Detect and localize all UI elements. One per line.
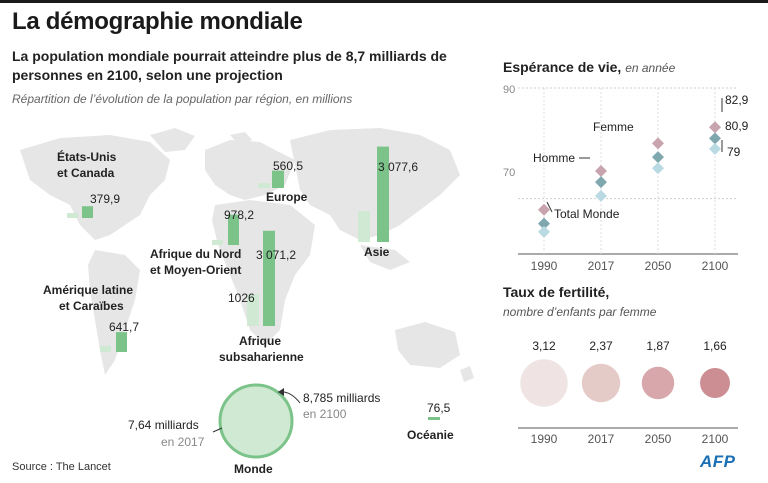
life-point-1-3 [709, 132, 721, 145]
map-note: Répartition de l’évolution de la populat… [12, 92, 353, 106]
life-ytick-70: 70 [503, 167, 515, 179]
life-end-homme: 80,9 [725, 119, 749, 133]
afp-logo: AFP [700, 452, 736, 471]
bar-2100-3 [228, 214, 239, 245]
region-value-asia: 3 077,6 [378, 160, 418, 174]
world-name: Monde [234, 462, 273, 476]
world-2100-label: 8,785 milliards [303, 391, 380, 405]
page-subtitle: La population mondiale pourrait atteindr… [12, 48, 447, 83]
region-bars [67, 146, 440, 420]
source-note: Source : The Lancet [12, 461, 111, 473]
bar-2017-4 [247, 294, 259, 326]
life-xtick-1: 2017 [588, 259, 615, 273]
region-name-la-1: Amérique latine [43, 283, 133, 297]
bar-2017-3 [212, 240, 223, 245]
fertility-year-1: 2017 [588, 432, 615, 446]
fertility-value-3: 1,66 [703, 339, 727, 353]
region-name-na-2: et Canada [57, 166, 115, 180]
bar-2017-2 [258, 183, 270, 188]
life-point-2-0 [538, 225, 550, 238]
fertility-value-1: 2,37 [589, 339, 613, 353]
fertility-chart: 3,12 1990 2,37 2017 1,87 2050 1,66 2100 [518, 339, 738, 446]
life-end-total: 79 [727, 145, 741, 159]
fertility-bubble-1 [581, 363, 621, 403]
life-title-wrap: Espérance de vie, en année [503, 59, 675, 75]
life-subtitle: en année [625, 61, 676, 75]
life-point-0-1 [595, 165, 607, 177]
region-labels: États-Unis et Canada 379,9 Amérique latine e… [43, 149, 454, 476]
life-point-2-3 [709, 142, 721, 155]
region-name-na-1: États-Unis [57, 149, 117, 164]
bar-2017-5 [358, 211, 370, 242]
region-value-mena: 978,2 [224, 208, 254, 222]
fertility-year-0: 1990 [531, 432, 558, 446]
life-point-0-3 [709, 121, 721, 134]
region-name-mena-2: et Moyen-Orient [150, 263, 241, 277]
life-point-0-2 [652, 137, 664, 150]
world-map [20, 128, 474, 382]
region-value-ssa-2100: 3 071,2 [256, 248, 296, 262]
bar-2017-1 [100, 345, 111, 352]
life-point-1-2 [652, 151, 664, 164]
world-callout-2017 [212, 427, 223, 433]
life-label-total: Total Monde [554, 207, 620, 221]
life-point-0-0 [538, 203, 550, 216]
world-2017-year: en 2017 [161, 435, 205, 449]
life-point-1-1 [595, 176, 607, 189]
life-end-femme: 82,9 [725, 93, 749, 107]
region-name-eu: Europe [266, 190, 308, 204]
fertility-year-3: 2100 [702, 432, 729, 446]
fertility-subtitle: nombre d’enfants par femme [503, 305, 657, 319]
region-value-eu: 560,5 [273, 159, 303, 173]
fertility-title: Taux de fertilité, [503, 284, 610, 300]
life-point-1-0 [538, 217, 550, 230]
fertility-bubble-3 [700, 368, 730, 398]
world-circles [212, 383, 301, 459]
fertility-value-0: 3,12 [532, 339, 556, 353]
region-name-ssa-1: Afrique [239, 334, 281, 348]
region-name-asia: Asie [364, 245, 390, 259]
life-xtick-0: 1990 [531, 259, 558, 273]
region-value-ssa-2017: 1026 [228, 291, 255, 305]
life-label-femme: Femme [593, 120, 634, 134]
bar-2017-0 [67, 213, 78, 218]
life-xtick-2: 2050 [645, 259, 672, 273]
region-name-la-2: et Caraïbes [59, 299, 124, 313]
bar-2100-4 [263, 230, 275, 326]
region-value-oceania: 76,5 [427, 401, 451, 415]
fertility-year-2: 2050 [645, 432, 672, 446]
fertility-bubble-0 [520, 359, 568, 407]
page-title: La démographie mondiale [12, 8, 303, 35]
bar-2100-5 [377, 146, 389, 242]
life-xtick-3: 2100 [702, 259, 729, 273]
region-value-la: 641,7 [109, 320, 139, 334]
region-name-oceania: Océanie [407, 428, 454, 442]
top-rule [0, 0, 768, 3]
region-value-na: 379,9 [90, 192, 120, 206]
life-expectancy-chart: 90 70 1990 2017 2050 2100 Femme Homme Total Mond… [503, 84, 749, 273]
region-name-mena-1: Afrique du Nord [150, 247, 241, 261]
life-point-2-1 [595, 189, 607, 202]
world-circle-2100 [218, 383, 294, 459]
life-label-homme: Homme [533, 151, 575, 165]
fertility-value-2: 1,87 [646, 339, 670, 353]
bar-2100-1 [116, 332, 127, 352]
world-2017-label: 7,64 milliards [128, 418, 199, 432]
life-ytick-90: 90 [503, 84, 515, 96]
life-leader-total [546, 201, 553, 213]
life-title: Espérance de vie, [503, 59, 622, 75]
region-name-ssa-2: subsaharienne [219, 350, 304, 364]
callout-arrow [278, 388, 284, 396]
fertility-bubble-2 [641, 366, 675, 400]
world-2100-year: en 2100 [303, 407, 347, 421]
life-point-2-2 [652, 162, 664, 175]
bar-2100-oceania [428, 417, 440, 420]
bar-2100-2 [272, 170, 284, 188]
bar-2100-0 [82, 206, 93, 218]
